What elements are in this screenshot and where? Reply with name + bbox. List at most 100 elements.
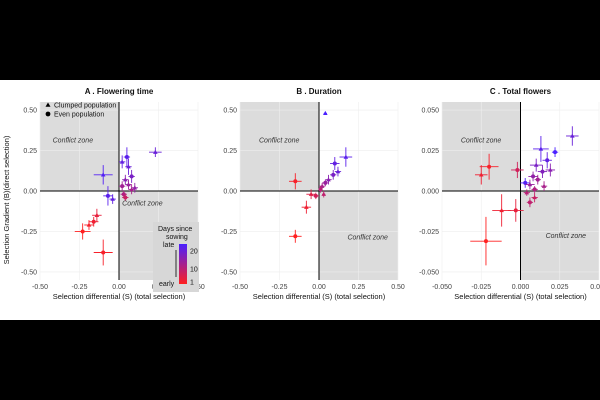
point-marker-triangle (304, 204, 309, 209)
data-point (312, 192, 319, 200)
y-tick-label: -0.50 (21, 269, 37, 276)
data-point (288, 229, 302, 243)
y-tick-label: 0.000 (421, 189, 439, 196)
data-point (318, 186, 323, 193)
colorbar-early-label: early (159, 281, 175, 288)
x-tick-label: 0.50 (391, 284, 405, 291)
data-point (566, 126, 579, 146)
point-marker-triangle (323, 110, 328, 116)
data-point (529, 158, 543, 172)
point-marker-circle (313, 193, 318, 198)
legend-shape-label: Even population (54, 112, 104, 119)
chart-figure: Selection Gradient (B)(direct selection)… (0, 80, 600, 320)
point-marker-triangle (541, 183, 547, 188)
data-point (93, 239, 113, 266)
conflict-zone-label: Conflict zone (546, 233, 587, 240)
data-point (534, 174, 541, 185)
data-point (288, 173, 302, 190)
data-point (321, 191, 327, 198)
data-point (542, 152, 552, 169)
data-point (128, 169, 135, 183)
data-point (103, 186, 113, 206)
data-point (339, 147, 353, 167)
y-tick-label: -0.50 (221, 269, 237, 276)
data-point (533, 135, 549, 162)
data-point (92, 208, 102, 222)
y-tick-label: 0.50 (23, 108, 37, 115)
data-point (526, 197, 534, 208)
colorbar-tick-label: 20 (190, 249, 198, 256)
x-axis-label: Selection differential (S) (total select… (253, 292, 386, 301)
data-point (119, 181, 126, 191)
point-marker-triangle (100, 172, 106, 177)
point-marker-circle (553, 150, 558, 155)
y-tick-label: 0.00 (23, 189, 37, 196)
point-marker-triangle (94, 212, 100, 217)
point-marker-triangle (86, 222, 92, 227)
point-marker-triangle (153, 149, 158, 154)
point-marker-triangle (123, 177, 128, 182)
panel-title: B . Duration (296, 87, 341, 96)
y-axis-label: Selection Gradient (B)(direct selection) (2, 135, 11, 264)
data-point (545, 163, 556, 177)
data-point (306, 189, 316, 200)
point-marker-circle (540, 169, 545, 174)
y-tick-label: -0.050 (419, 269, 439, 276)
data-point (511, 161, 524, 179)
legend-circle-icon (45, 111, 51, 117)
point-marker-circle (124, 155, 129, 160)
data-point (474, 165, 488, 185)
data-point (523, 189, 530, 196)
y-tick-label: 0.00 (223, 189, 237, 196)
panel-b: Conflict zone Conflict zone -0.50 -0.25 0.00… (221, 87, 405, 301)
legend-shape-label: Clumped population (54, 103, 116, 110)
point-marker-circle (483, 239, 488, 244)
point-marker-triangle (527, 182, 533, 187)
colorbar-late-label: late (163, 242, 174, 249)
point-marker-triangle (533, 162, 539, 167)
point-marker-circle (101, 250, 106, 255)
data-point (528, 171, 538, 182)
point-marker-triangle (548, 167, 553, 172)
data-point (540, 181, 548, 191)
x-tick-label: -0.50 (32, 284, 48, 291)
data-point (125, 179, 132, 190)
data-point (330, 169, 337, 180)
point-marker-circle (293, 234, 298, 239)
y-tick-label: 0.050 (421, 108, 439, 115)
data-point (122, 194, 129, 201)
point-marker-triangle (110, 196, 115, 201)
chart-svg: Selection Gradient (B)(direct selection)… (2, 87, 600, 301)
point-marker-triangle (326, 177, 331, 182)
point-marker-circle (523, 180, 528, 185)
point-marker-circle (129, 174, 134, 179)
y-tick-label: 0.25 (223, 148, 237, 155)
conflict-zone-label: Conflict zone (122, 201, 163, 208)
conflict-zone-label: Conflict zone (461, 137, 502, 144)
point-marker-triangle (129, 186, 134, 192)
data-point (334, 166, 342, 177)
point-marker-circle (123, 195, 128, 200)
x-tick-label: 0.00 (312, 284, 326, 291)
point-marker-circle (120, 184, 125, 189)
point-marker-triangle (335, 169, 341, 174)
data-point (531, 192, 538, 203)
point-marker-triangle (570, 133, 575, 138)
point-marker-circle (293, 179, 298, 184)
colorbar-title: Days since (158, 226, 192, 233)
data-point (125, 158, 132, 175)
y-tick-label: 0.25 (23, 148, 37, 155)
data-point (479, 153, 499, 180)
point-marker-triangle (524, 190, 530, 195)
point-marker-triangle (321, 191, 327, 196)
point-marker-triangle (532, 195, 537, 200)
point-marker-circle (513, 208, 518, 213)
conflict-zone-label: Conflict zone (53, 137, 94, 144)
data-point (470, 216, 502, 266)
point-marker-circle (532, 187, 537, 192)
x-tick-label: 0.025 (551, 284, 569, 291)
point-marker-circle (80, 229, 85, 234)
x-tick-label: 0.050 (590, 284, 600, 291)
x-tick-label: 0.000 (512, 284, 530, 291)
